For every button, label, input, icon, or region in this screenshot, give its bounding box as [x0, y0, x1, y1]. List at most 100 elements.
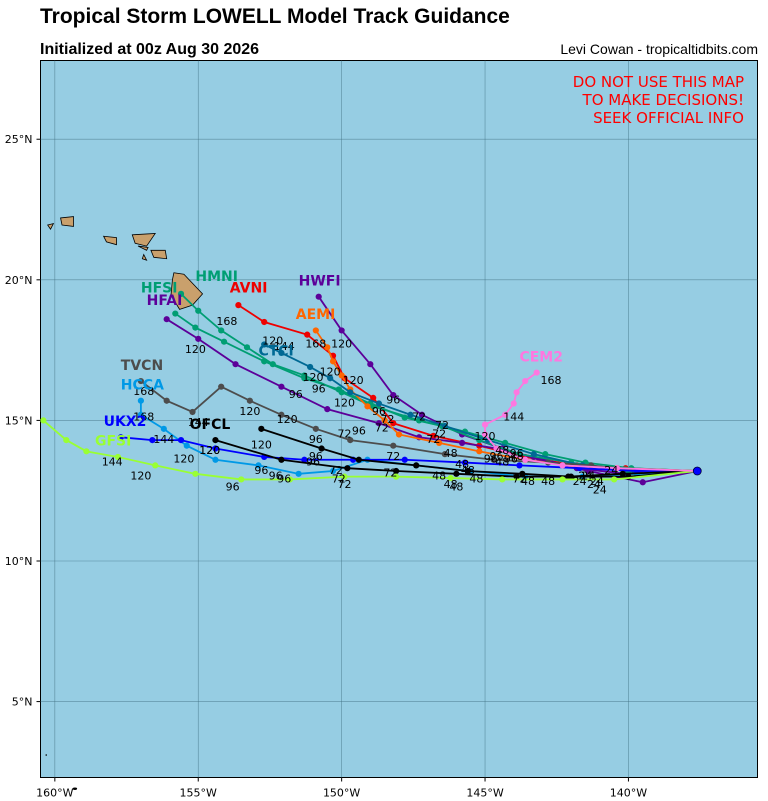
- forecast-hour-label: 24: [593, 484, 607, 497]
- forecast-hour-label: 96: [309, 433, 323, 446]
- island-shape: [47, 222, 55, 230]
- forecast-hour-label: 48: [461, 464, 475, 477]
- track-point: [137, 377, 144, 385]
- track-point: [559, 476, 566, 483]
- forecast-hour-label: 72: [412, 410, 426, 423]
- forecast-hour-label: 120: [262, 334, 283, 347]
- track-point: [195, 335, 202, 342]
- forecast-hour-label: 168: [133, 385, 154, 398]
- track-point: [499, 476, 506, 483]
- forecast-hour-label: 48: [444, 478, 458, 491]
- forecast-hour-label: 24: [573, 475, 587, 488]
- track-point: [516, 462, 523, 469]
- forecast-hour-label: 96: [490, 450, 504, 463]
- track-point: [152, 462, 159, 469]
- track-point: [375, 400, 383, 407]
- track-point: [114, 453, 122, 461]
- track-point: [338, 372, 345, 379]
- forecast-hour-label: 96: [306, 455, 320, 468]
- model-name-label: HWFI: [299, 273, 341, 289]
- track-point: [238, 476, 245, 483]
- track-point: [381, 417, 388, 424]
- model-name-label: HFSI: [141, 280, 178, 296]
- track-point: [464, 467, 471, 475]
- track-point: [364, 403, 371, 410]
- track-point: [341, 473, 348, 480]
- forecast-hour-label: 24: [581, 469, 595, 482]
- track-point: [390, 392, 397, 399]
- track-point: [441, 451, 448, 458]
- model-name-label: AVNI: [230, 280, 268, 296]
- track-point: [220, 338, 228, 345]
- track-point: [338, 327, 345, 334]
- track-point: [312, 327, 319, 334]
- forecast-hour-label: 24: [590, 475, 604, 488]
- x-tick-label: 140°W: [610, 787, 647, 800]
- track-point: [329, 358, 337, 365]
- track-point: [347, 389, 354, 396]
- forecast-hour-label: 96: [289, 388, 303, 401]
- track-point: [278, 411, 285, 418]
- forecast-hour-label: 96: [484, 453, 498, 466]
- track-point: [447, 474, 454, 482]
- initial-position-marker: [692, 466, 702, 476]
- track-point: [375, 420, 383, 427]
- forecast-hour-label: 96: [372, 405, 386, 418]
- forecast-hour-label: 72: [426, 433, 440, 446]
- track-point: [481, 431, 489, 438]
- track-point: [243, 344, 251, 351]
- track-point: [493, 445, 500, 452]
- forecast-hour-label: 96: [269, 469, 283, 482]
- forecast-hour-label: 72: [512, 472, 526, 485]
- track-point: [436, 439, 443, 446]
- model-name-label: HCCA: [121, 377, 164, 393]
- y-tick-label: 15°N: [5, 414, 33, 427]
- forecast-hour-label: 72: [375, 422, 389, 435]
- forecast-hour-label: 24: [578, 469, 592, 482]
- x-tick-label: 150°W: [323, 787, 360, 800]
- track-point: [407, 411, 414, 418]
- track-point: [235, 302, 242, 309]
- track-point: [40, 417, 47, 424]
- forecast-hour-label: 48: [510, 450, 524, 463]
- track-point: [324, 344, 331, 351]
- model-name-label: CEM2: [519, 349, 563, 365]
- forecast-hour-label: 120: [199, 444, 220, 457]
- track-point: [347, 436, 354, 444]
- track-point: [315, 293, 322, 300]
- forecast-hour-label: 72: [332, 472, 346, 485]
- track-point: [430, 432, 437, 439]
- track-point: [458, 439, 466, 446]
- y-tick-label: 5°N: [12, 696, 33, 709]
- track-point: [418, 411, 426, 418]
- model-name-labels: AVNI HWFI HFAI HMNI HFSI AEMI CTCI TVCN HCCA UKX2…: [95, 269, 563, 449]
- track-point: [278, 349, 285, 357]
- track-point: [278, 456, 285, 463]
- forecast-hour-label: 96: [226, 481, 240, 494]
- x-tick-label: 145°W: [466, 787, 503, 800]
- track-point: [163, 397, 170, 404]
- track-point: [393, 473, 400, 480]
- forecast-hour-label: 120: [331, 337, 352, 350]
- warning-line-3: SEEK OFFICIAL INFO: [593, 109, 744, 127]
- track-point: [619, 470, 626, 477]
- track-point: [401, 414, 408, 421]
- track-point: [212, 445, 219, 452]
- track-point: [611, 476, 618, 483]
- axis-tick-labels: 160°W 155°W 150°W 145°W 140°W 5°N 10°N 15°N 20°N…: [5, 133, 647, 799]
- forecast-hour-label: 144: [274, 340, 295, 353]
- track-point: [324, 406, 331, 413]
- forecast-hour-label: 120: [173, 453, 194, 466]
- forecast-hour-label: 48: [521, 475, 535, 488]
- track-point: [513, 473, 520, 480]
- track-point: [490, 456, 497, 463]
- track-point: [218, 383, 225, 390]
- x-tick-label: 160°W: [36, 787, 73, 800]
- track-point: [461, 459, 469, 466]
- track-point: [258, 425, 265, 432]
- track-point: [413, 462, 420, 469]
- track-point: [301, 375, 308, 382]
- island-shape: [137, 245, 149, 251]
- model-name-label: OFCL: [190, 417, 231, 433]
- track-point: [149, 436, 156, 444]
